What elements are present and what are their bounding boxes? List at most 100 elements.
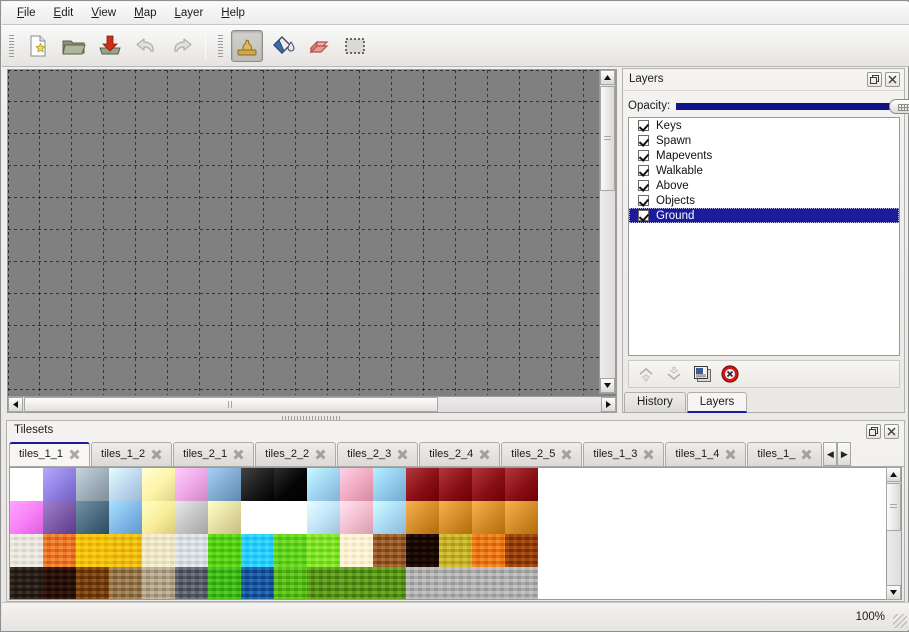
layer-visibility-checkbox[interactable] (638, 210, 649, 221)
tile-swatch[interactable] (472, 567, 505, 599)
tile-swatch[interactable] (10, 567, 43, 599)
layer-row[interactable]: Above (629, 178, 899, 193)
layer-row[interactable]: Mapevents (629, 148, 899, 163)
menu-item-layer[interactable]: Layer (174, 7, 204, 19)
tile-swatch[interactable] (439, 501, 472, 534)
tile-swatch[interactable] (472, 534, 505, 567)
tile-swatch[interactable] (43, 468, 76, 501)
tileset-tab-tiles_1_4[interactable]: tiles_1_4 (665, 442, 747, 466)
tile-swatch[interactable] (175, 534, 208, 567)
map-vscroll-thumb[interactable] (600, 86, 615, 191)
tile-swatch[interactable] (340, 501, 373, 534)
tile-swatch[interactable] (142, 534, 175, 567)
tile-swatch[interactable] (142, 468, 175, 501)
tile-swatch[interactable] (208, 567, 241, 599)
tile-swatch[interactable] (505, 534, 538, 567)
tile-swatch[interactable] (274, 501, 307, 534)
tile-swatch[interactable] (10, 534, 43, 567)
tile-swatch[interactable] (307, 534, 340, 567)
tileset-tab-close-icon[interactable] (725, 449, 736, 460)
tile-swatch[interactable] (340, 567, 373, 599)
tile-swatch[interactable] (76, 567, 109, 599)
tile-swatch[interactable] (43, 501, 76, 534)
save-map-button[interactable] (94, 30, 126, 62)
tileset-tab-close-icon[interactable] (315, 449, 326, 460)
tileset-tab-tiles_1_1[interactable]: tiles_1_1 (9, 442, 91, 466)
tile-swatch[interactable] (373, 468, 406, 501)
tileset-tabs-scroll-right-button[interactable]: ▶ (837, 442, 852, 466)
menu-item-help[interactable]: Help (221, 7, 245, 19)
tileset-tab-tiles_1_[interactable]: tiles_1_ (747, 442, 823, 466)
tileset-tab-tiles_2_4[interactable]: tiles_2_4 (419, 442, 501, 466)
tile-swatch[interactable] (76, 468, 109, 501)
tileset-vertical-scrollbar[interactable] (886, 467, 902, 600)
toolbar-grip-right[interactable] (216, 32, 225, 59)
tileset-tab-tiles_2_2[interactable]: tiles_2_2 (255, 442, 337, 466)
float-icon[interactable] (867, 72, 882, 87)
tile-swatch[interactable] (340, 468, 373, 501)
layer-visibility-checkbox[interactable] (638, 195, 649, 206)
map-hscroll-thumb[interactable] (24, 397, 438, 412)
tile-swatch[interactable] (307, 468, 340, 501)
tileset-tab-tiles_2_3[interactable]: tiles_2_3 (337, 442, 419, 466)
tile-swatch[interactable] (439, 534, 472, 567)
tileset-tab-close-icon[interactable] (397, 449, 408, 460)
horizontal-splitter[interactable] (7, 414, 617, 422)
tile-swatch[interactable] (109, 534, 142, 567)
tileset-vscroll-thumb[interactable] (886, 483, 901, 531)
opacity-handle[interactable] (889, 99, 909, 114)
layer-visibility-checkbox[interactable] (638, 150, 649, 161)
lower-layer-button[interactable] (663, 363, 685, 385)
tileset-tile-area[interactable] (9, 467, 887, 600)
tileset-tab-tiles_2_5[interactable]: tiles_2_5 (501, 442, 583, 466)
tile-swatch[interactable] (109, 567, 142, 599)
tile-swatch[interactable] (43, 567, 76, 599)
tile-swatch[interactable] (208, 534, 241, 567)
layer-visibility-checkbox[interactable] (638, 165, 649, 176)
tile-swatch[interactable] (274, 468, 307, 501)
tileset-tab-close-icon[interactable] (643, 449, 654, 460)
tileset-tab-close-icon[interactable] (801, 449, 812, 460)
tile-swatch[interactable] (505, 567, 538, 599)
scroll-left-button[interactable] (8, 397, 23, 412)
map-vertical-scrollbar[interactable] (599, 69, 616, 394)
tile-swatch[interactable] (274, 534, 307, 567)
layer-row[interactable]: Ground (629, 208, 899, 223)
tile-swatch[interactable] (439, 468, 472, 501)
tile-swatch[interactable] (406, 567, 439, 599)
tile-swatch[interactable] (175, 501, 208, 534)
close-icon[interactable] (884, 424, 899, 439)
float-icon[interactable] (866, 424, 881, 439)
map-grid[interactable] (8, 70, 604, 395)
tile-swatch[interactable] (373, 567, 406, 599)
rect-select-button[interactable] (339, 30, 371, 62)
menu-item-map[interactable]: Map (134, 7, 157, 19)
tileset-tab-close-icon[interactable] (69, 449, 80, 460)
layer-visibility-checkbox[interactable] (638, 120, 649, 131)
opacity-slider[interactable] (676, 97, 909, 115)
tile-swatch[interactable] (109, 501, 142, 534)
tile-swatch[interactable] (340, 534, 373, 567)
tile-swatch[interactable] (439, 567, 472, 599)
raise-layer-button[interactable] (635, 363, 657, 385)
tile-swatch[interactable] (208, 501, 241, 534)
tileset-tabs-scroll-left-button[interactable]: ◀ (823, 442, 838, 466)
tile-swatch[interactable] (406, 534, 439, 567)
layer-row[interactable]: Keys (629, 118, 899, 133)
tile-swatch[interactable] (109, 468, 142, 501)
stamp-brush-button[interactable] (231, 29, 263, 62)
dock-tab-history[interactable]: History (624, 392, 686, 412)
tile-swatch[interactable] (505, 501, 538, 534)
menu-item-view[interactable]: View (91, 7, 117, 19)
scroll-down-button[interactable] (600, 378, 615, 393)
layer-row[interactable]: Walkable (629, 163, 899, 178)
tileset-tile-grid[interactable] (10, 468, 538, 599)
tile-swatch[interactable] (76, 534, 109, 567)
tile-swatch[interactable] (10, 468, 43, 501)
layers-list[interactable]: Keys Spawn Mapevents Walkable Above Objects Gr… (628, 117, 900, 356)
tile-swatch[interactable] (175, 567, 208, 599)
layer-row[interactable]: Objects (629, 193, 899, 208)
undo-button[interactable] (130, 30, 162, 62)
dock-tab-layers[interactable]: Layers (686, 392, 748, 413)
tile-swatch[interactable] (208, 468, 241, 501)
